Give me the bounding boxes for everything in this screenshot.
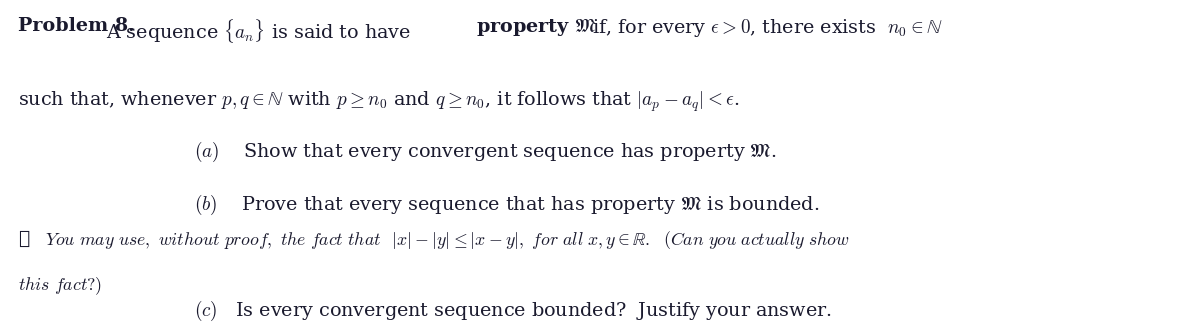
Text: such that, whenever $p, q \in \mathbb{N}$ with $p \geq n_0$ and $q \geq n_0$, it: such that, whenever $p, q \in \mathbb{N}… (18, 89, 740, 113)
Text: $(b)$    Prove that every sequence that has property $\mathfrak{M}$ is bounded.: $(b)$ Prove that every sequence that has… (194, 193, 820, 216)
Text: $(a)$    Show that every convergent sequence has property $\mathfrak{M}$.: $(a)$ Show that every convergent sequenc… (194, 140, 776, 164)
Text: $\it{this\ fact?)}$: $\it{this\ fact?)}$ (18, 276, 102, 297)
Text: ☞: ☞ (18, 230, 30, 247)
Text: $(c)$   Is every convergent sequence bounded?  Justify your answer.: $(c)$ Is every convergent sequence bound… (194, 299, 832, 323)
Text: A sequence $\{a_n\}$ is said to have: A sequence $\{a_n\}$ is said to have (100, 17, 412, 45)
Text: if, for every $\epsilon > 0$, there exists  $n_0 \in \mathbb{N}$: if, for every $\epsilon > 0$, there exis… (587, 17, 943, 39)
Text: $\it{You\ may\ use,\ without\ proof,\ the\ fact\ that}$  $|x| - |y| \leq |x - y|: $\it{You\ may\ use,\ without\ proof,\ th… (44, 230, 850, 252)
Text: Problem 8.: Problem 8. (18, 17, 134, 35)
Text: property $\mathfrak{M}$: property $\mathfrak{M}$ (476, 17, 596, 38)
